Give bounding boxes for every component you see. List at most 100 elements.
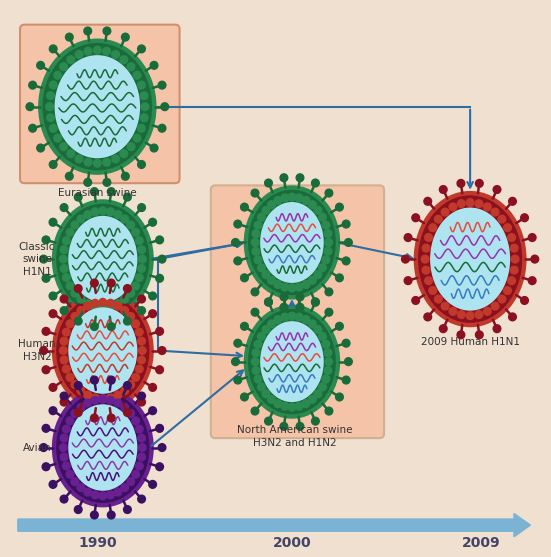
Circle shape (150, 144, 158, 152)
Circle shape (309, 201, 316, 208)
Ellipse shape (42, 43, 152, 170)
Circle shape (280, 293, 288, 301)
Circle shape (257, 264, 265, 272)
Circle shape (66, 417, 74, 424)
Circle shape (344, 358, 352, 365)
Circle shape (138, 495, 145, 503)
Circle shape (412, 296, 419, 304)
Circle shape (66, 282, 74, 290)
Circle shape (138, 255, 146, 263)
Circle shape (138, 265, 145, 272)
Circle shape (132, 320, 139, 328)
Circle shape (318, 213, 326, 221)
Circle shape (138, 434, 145, 442)
Circle shape (254, 256, 262, 264)
Circle shape (150, 61, 158, 69)
Circle shape (241, 323, 249, 330)
Circle shape (288, 312, 296, 320)
Circle shape (504, 287, 511, 295)
Circle shape (49, 292, 57, 300)
Circle shape (114, 391, 122, 399)
Circle shape (311, 298, 319, 306)
Circle shape (99, 395, 107, 403)
Circle shape (90, 376, 98, 384)
Circle shape (296, 293, 304, 301)
Circle shape (498, 215, 506, 223)
Circle shape (84, 488, 91, 496)
Circle shape (156, 424, 164, 432)
Circle shape (281, 194, 289, 202)
Circle shape (74, 285, 82, 292)
Circle shape (508, 233, 516, 241)
Circle shape (99, 395, 107, 403)
Ellipse shape (260, 202, 324, 283)
Circle shape (103, 47, 110, 55)
Circle shape (77, 295, 85, 303)
Circle shape (302, 400, 310, 408)
Circle shape (121, 295, 128, 303)
Circle shape (268, 395, 276, 403)
Circle shape (99, 207, 107, 215)
Circle shape (257, 213, 265, 221)
Circle shape (66, 33, 73, 41)
Circle shape (531, 255, 539, 263)
Circle shape (322, 340, 329, 348)
Ellipse shape (248, 190, 336, 295)
Circle shape (132, 471, 139, 478)
Circle shape (121, 306, 128, 314)
Circle shape (322, 221, 329, 229)
Circle shape (132, 282, 139, 290)
Circle shape (425, 277, 433, 285)
Circle shape (60, 246, 68, 253)
Circle shape (281, 402, 289, 410)
Text: Eurasian swine: Eurasian swine (58, 188, 137, 198)
FancyBboxPatch shape (211, 185, 384, 438)
Circle shape (60, 444, 67, 451)
Circle shape (138, 204, 145, 212)
Circle shape (156, 328, 164, 335)
Circle shape (342, 339, 350, 347)
Circle shape (42, 463, 50, 471)
Circle shape (60, 346, 67, 354)
Circle shape (138, 356, 145, 364)
Circle shape (511, 255, 519, 263)
Circle shape (262, 326, 270, 334)
Circle shape (521, 296, 528, 304)
Circle shape (71, 381, 79, 389)
Circle shape (60, 453, 68, 461)
Circle shape (77, 306, 85, 314)
Ellipse shape (56, 295, 149, 406)
Circle shape (67, 150, 75, 158)
Circle shape (318, 264, 326, 272)
Circle shape (66, 373, 74, 381)
Circle shape (336, 393, 343, 401)
Circle shape (466, 312, 474, 320)
Text: Human
H3N2: Human H3N2 (18, 339, 56, 361)
Circle shape (314, 207, 322, 214)
Circle shape (60, 295, 68, 303)
Circle shape (262, 207, 270, 214)
Text: Classic
swine
H1N1: Classic swine H1N1 (19, 242, 55, 276)
Circle shape (274, 400, 282, 408)
Circle shape (252, 229, 260, 237)
Circle shape (264, 298, 272, 306)
Circle shape (107, 491, 115, 499)
Circle shape (138, 307, 145, 315)
Circle shape (50, 45, 57, 53)
Circle shape (138, 392, 145, 400)
Circle shape (425, 233, 433, 241)
Circle shape (71, 289, 79, 297)
Circle shape (280, 423, 288, 430)
Circle shape (40, 346, 47, 354)
Circle shape (251, 288, 259, 296)
Ellipse shape (430, 208, 510, 311)
Circle shape (295, 402, 303, 410)
Circle shape (314, 271, 322, 278)
Circle shape (268, 320, 276, 328)
Circle shape (74, 506, 82, 514)
Circle shape (121, 404, 128, 411)
Circle shape (483, 307, 491, 315)
Circle shape (251, 358, 259, 365)
Ellipse shape (248, 309, 336, 414)
Circle shape (133, 134, 141, 142)
